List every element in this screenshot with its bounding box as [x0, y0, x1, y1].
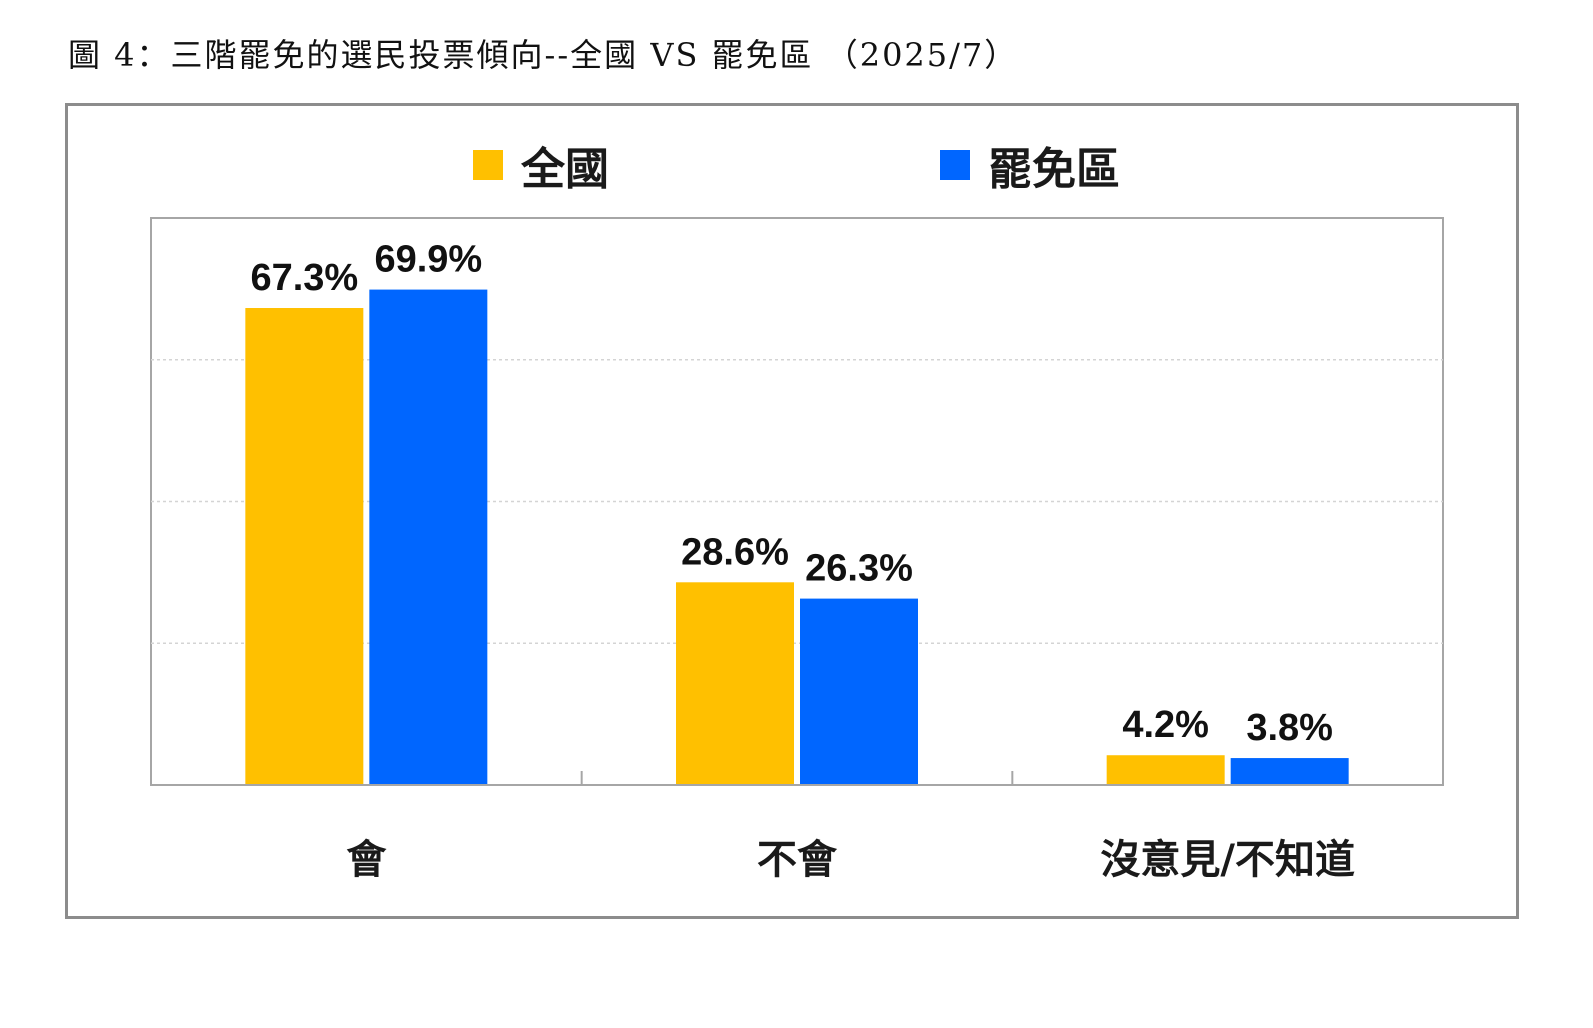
legend-item-national: 全國 — [473, 135, 609, 195]
data-label: 67.3% — [250, 257, 358, 299]
data-label: 28.6% — [681, 531, 789, 573]
legend-item-recall-district: 罷免區 — [940, 135, 1120, 195]
bar-recall-district — [369, 289, 488, 785]
x-axis-category-label: 會 — [346, 837, 387, 883]
data-label: 26.3% — [805, 548, 913, 590]
data-label: 69.9% — [374, 239, 482, 281]
legend-label-national: 全國 — [521, 144, 609, 195]
data-label: 3.8% — [1246, 707, 1333, 749]
legend-swatch-national — [473, 150, 503, 180]
bar-recall-district — [1230, 758, 1349, 785]
bar-recall-district — [800, 598, 918, 785]
x-axis-category-label: 沒意見/不知道 — [1100, 837, 1355, 883]
legend-swatch-recall-district — [940, 150, 970, 180]
data-label: 4.2% — [1122, 704, 1209, 746]
bar-national — [245, 308, 364, 785]
bar-national — [676, 582, 794, 785]
figure-caption: 圖 4：三階罷免的選民投票傾向--全國 VS 罷免區 （2025/7） — [68, 36, 1019, 74]
chart-legend: 全國 罷免區 — [0, 135, 1593, 195]
x-axis-category-label: 不會 — [757, 837, 838, 883]
bar-national — [1106, 755, 1225, 785]
legend-label-recall-district: 罷免區 — [988, 144, 1120, 195]
